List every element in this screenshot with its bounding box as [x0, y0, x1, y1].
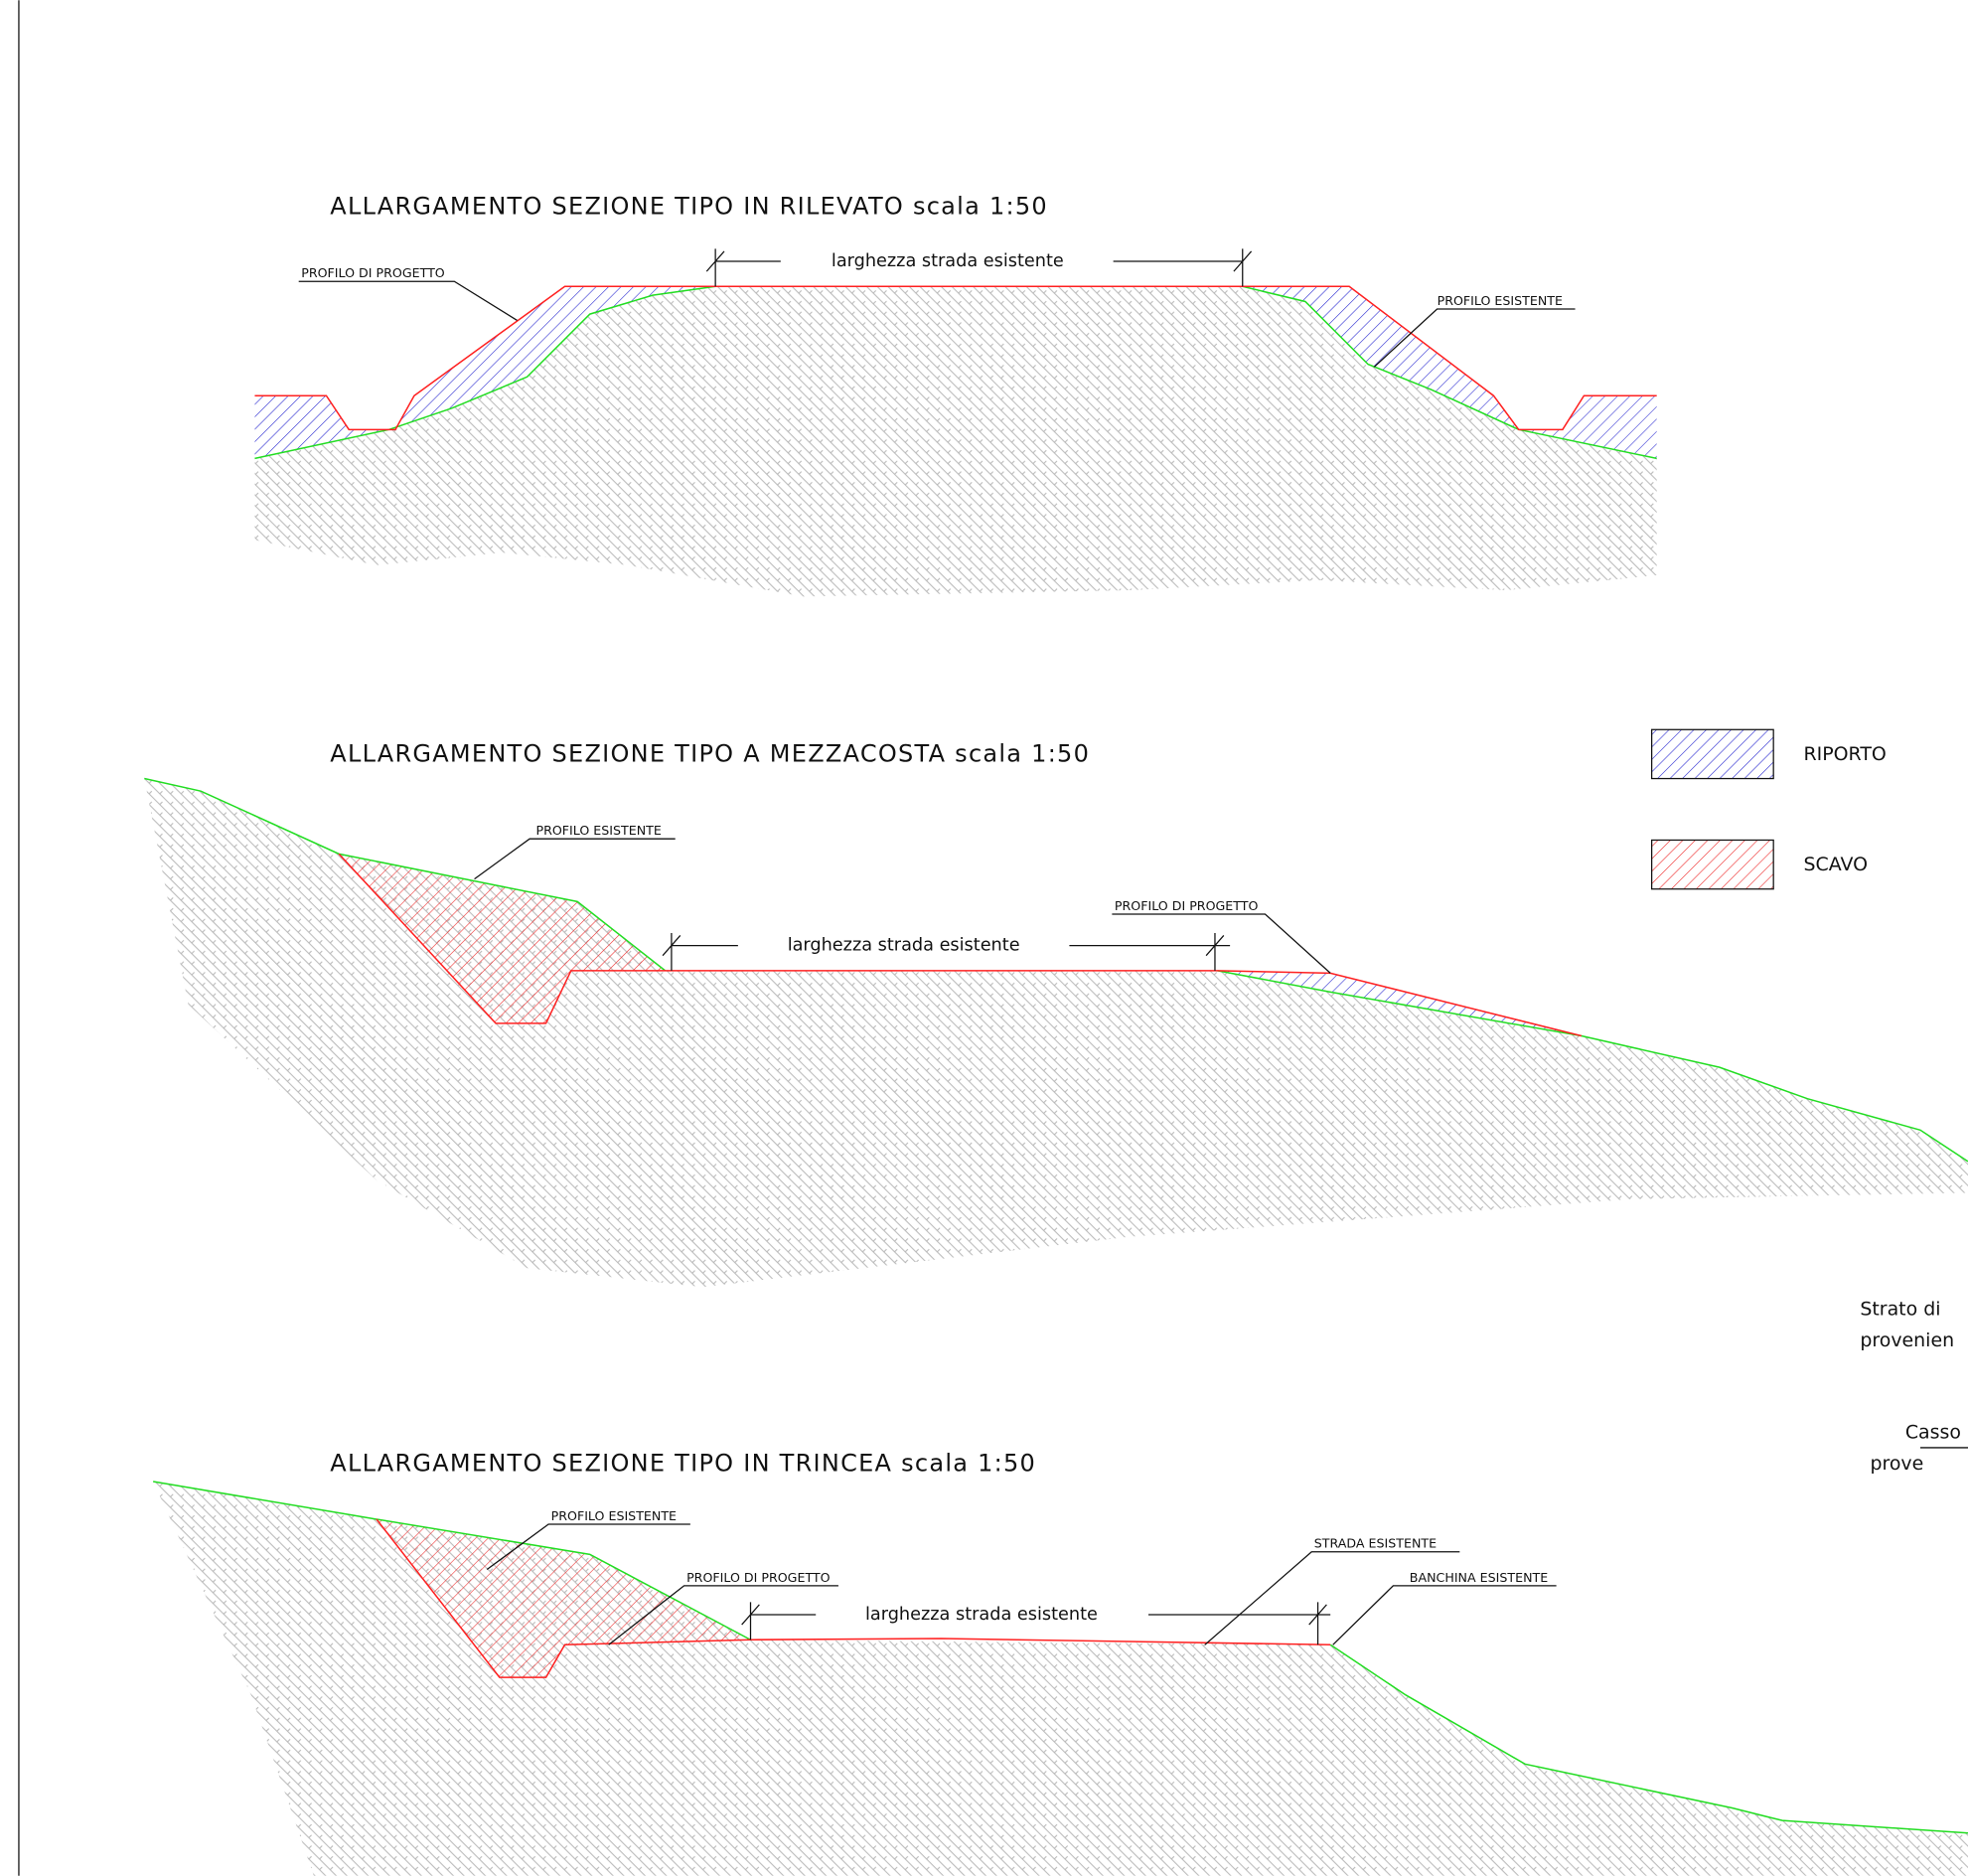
ground	[254, 286, 1657, 597]
leader	[474, 838, 676, 880]
section-title: ALLARGAMENTO SEZIONE TIPO A MEZZACOSTA s…	[330, 740, 1090, 768]
dimension-text: larghezza strada esistente	[788, 936, 1020, 956]
leader	[1373, 308, 1576, 368]
leader	[1332, 1585, 1557, 1645]
side-note: prove	[1870, 1453, 1923, 1475]
legend-label: RIPORTO	[1803, 743, 1886, 765]
section-title: ALLARGAMENTO SEZIONE TIPO IN TRINCEA sca…	[330, 1449, 1036, 1477]
design-profile	[254, 285, 1657, 431]
side-note: provenien	[1860, 1329, 1954, 1351]
legend-swatch	[1650, 728, 1774, 780]
leader	[608, 1585, 838, 1645]
scavo-area	[377, 1518, 751, 1678]
section-trincea: ALLARGAMENTO SEZIONE TIPO IN TRINCEA sca…	[153, 1449, 1968, 1876]
ground	[144, 778, 1968, 1288]
section-rilevato: ALLARGAMENTO SEZIONE TIPO IN RILEVATO sc…	[254, 193, 1657, 597]
dimension-text: larghezza strada esistente	[865, 1605, 1098, 1625]
label: PROFILO DI PROGETTO	[301, 265, 445, 280]
label: BANCHINA ESISTENTE	[1410, 1570, 1548, 1585]
label: PROFILO DI PROGETTO	[686, 1570, 831, 1585]
dimension-line	[662, 932, 1231, 971]
dimension-text: larghezza strada esistente	[832, 251, 1064, 271]
legend-swatch	[1650, 839, 1774, 890]
legend: RIPORTO SCAVO	[1650, 728, 1887, 890]
leader	[298, 280, 518, 321]
side-note: Strato di	[1860, 1298, 1940, 1320]
leader	[1204, 1551, 1460, 1645]
legend-label: SCAVO	[1803, 854, 1868, 875]
leader	[486, 1523, 690, 1570]
label: PROFILO ESISTENTE	[535, 823, 661, 838]
label: PROFILO ESISTENTE	[1438, 293, 1563, 308]
label: STRADA ESISTENTE	[1314, 1536, 1437, 1551]
label: PROFILO ESISTENTE	[551, 1508, 677, 1523]
section-title: ALLARGAMENTO SEZIONE TIPO IN RILEVATO sc…	[330, 193, 1048, 221]
label: PROFILO DI PROGETTO	[1115, 898, 1259, 913]
section-mezzacosta: ALLARGAMENTO SEZIONE TIPO A MEZZACOSTA s…	[144, 740, 1968, 1288]
scavo-area	[339, 854, 666, 1023]
design-profile	[376, 1518, 1331, 1678]
dimension-line	[705, 248, 1253, 287]
leader	[1112, 913, 1331, 974]
side-note: Casso	[1905, 1421, 1961, 1443]
